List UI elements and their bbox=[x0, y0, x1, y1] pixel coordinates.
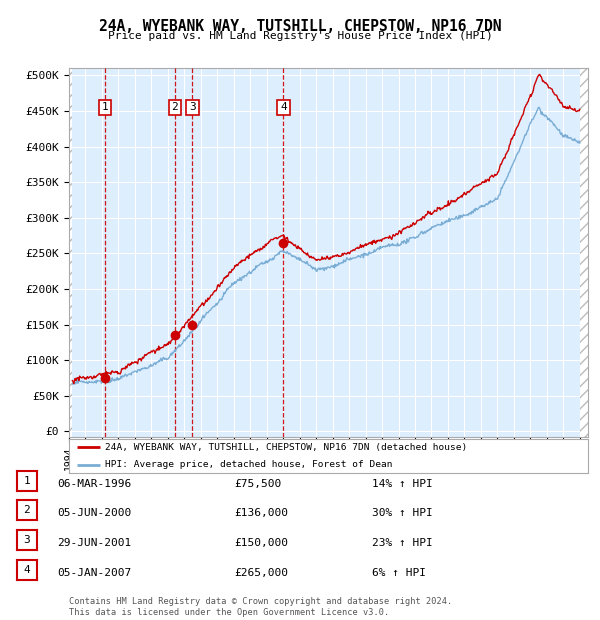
Text: 24A, WYEBANK WAY, TUTSHILL, CHEPSTOW, NP16 7DN (detached house): 24A, WYEBANK WAY, TUTSHILL, CHEPSTOW, NP… bbox=[106, 443, 467, 452]
Text: 4: 4 bbox=[280, 102, 287, 112]
Text: 06-MAR-1996: 06-MAR-1996 bbox=[57, 479, 131, 489]
Text: 14% ↑ HPI: 14% ↑ HPI bbox=[372, 479, 433, 489]
Text: £75,500: £75,500 bbox=[234, 479, 281, 489]
Text: 1: 1 bbox=[101, 102, 108, 112]
Bar bbox=[69, 68, 72, 437]
Text: Price paid vs. HM Land Registry's House Price Index (HPI): Price paid vs. HM Land Registry's House … bbox=[107, 31, 493, 41]
Text: 05-JUN-2000: 05-JUN-2000 bbox=[57, 508, 131, 518]
Text: 23% ↑ HPI: 23% ↑ HPI bbox=[372, 538, 433, 548]
Text: £150,000: £150,000 bbox=[234, 538, 288, 548]
Text: 2: 2 bbox=[23, 505, 30, 515]
Bar bbox=[580, 68, 588, 437]
Text: Contains HM Land Registry data © Crown copyright and database right 2024.
This d: Contains HM Land Registry data © Crown c… bbox=[69, 598, 452, 617]
Text: 3: 3 bbox=[189, 102, 196, 112]
Text: £136,000: £136,000 bbox=[234, 508, 288, 518]
Text: 4: 4 bbox=[23, 565, 30, 575]
Bar bbox=[69, 68, 72, 437]
Bar bbox=[580, 68, 588, 437]
Text: 2: 2 bbox=[172, 102, 178, 112]
Text: 1: 1 bbox=[23, 476, 30, 486]
Text: HPI: Average price, detached house, Forest of Dean: HPI: Average price, detached house, Fore… bbox=[106, 460, 393, 469]
Text: 6% ↑ HPI: 6% ↑ HPI bbox=[372, 568, 426, 578]
Text: 30% ↑ HPI: 30% ↑ HPI bbox=[372, 508, 433, 518]
Text: £265,000: £265,000 bbox=[234, 568, 288, 578]
Text: 3: 3 bbox=[23, 535, 30, 545]
Text: 05-JAN-2007: 05-JAN-2007 bbox=[57, 568, 131, 578]
Text: 24A, WYEBANK WAY, TUTSHILL, CHEPSTOW, NP16 7DN: 24A, WYEBANK WAY, TUTSHILL, CHEPSTOW, NP… bbox=[99, 19, 501, 33]
Text: 29-JUN-2001: 29-JUN-2001 bbox=[57, 538, 131, 548]
